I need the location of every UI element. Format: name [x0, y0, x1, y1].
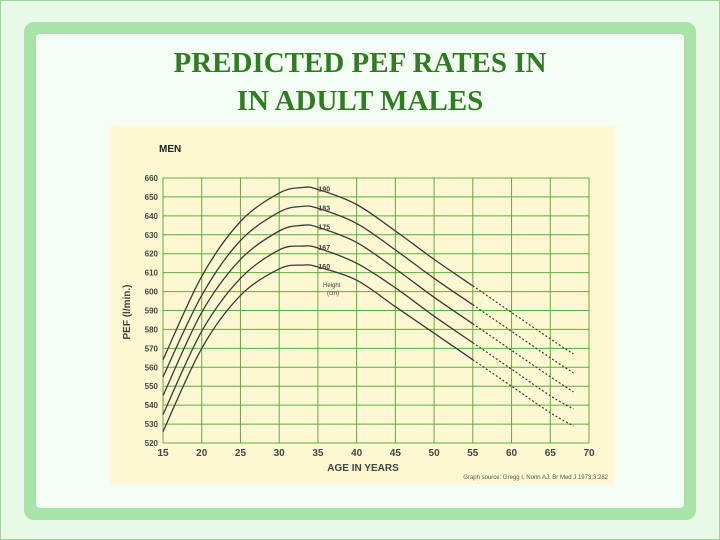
- y-tick-label: 600: [145, 288, 159, 297]
- x-tick-label: 40: [351, 448, 363, 459]
- slide-title-line-1: PREDICTED PEF RATES IN: [173, 47, 547, 79]
- curve-190-extrapolated: [472, 285, 574, 355]
- x-tick-label: 25: [235, 448, 247, 459]
- chart-title: MEN: [159, 144, 181, 155]
- y-tick-label: 520: [145, 439, 159, 448]
- slide-title-line-2: IN ADULT MALES: [236, 85, 484, 117]
- curve-190: [162, 186, 474, 360]
- y-tick-label: 570: [145, 344, 159, 353]
- y-tick-label: 660: [145, 174, 159, 183]
- series-label-160: 160: [318, 264, 330, 271]
- y-tick-label: 550: [145, 382, 159, 391]
- x-tick-label: 45: [390, 448, 402, 459]
- series-label-183: 183: [318, 205, 330, 212]
- slide-title: PREDICTED PEF RATES IN IN ADULT MALES: [60, 44, 660, 120]
- y-tick-label: 620: [145, 250, 159, 259]
- y-axis-label: PEF (l/min.): [122, 285, 133, 340]
- y-tick-label: 530: [145, 420, 159, 429]
- y-tick-label: 590: [145, 307, 159, 316]
- pef-chart: 190 183 175 167 160 15 20 25 30 35 40 45 50 55 60 65 70…: [110, 126, 614, 484]
- x-tick-label: 20: [196, 448, 208, 459]
- pef-chart-svg: 190 183 175 167 160 15 20 25 30 35 40 45 50 55 60 65 70…: [122, 144, 609, 481]
- x-tick-label: 35: [312, 448, 324, 459]
- series-label-167: 167: [318, 245, 330, 252]
- y-tick-label: 560: [145, 363, 159, 372]
- x-tick-label: 55: [467, 448, 479, 459]
- curve-183: [162, 205, 474, 378]
- curve-175-extrapolated: [472, 323, 574, 393]
- y-tick-label: 650: [145, 193, 159, 202]
- x-tick-label: 15: [157, 448, 169, 459]
- curve-183-extrapolated: [472, 304, 574, 374]
- x-tick-label: 70: [583, 448, 595, 459]
- curve-175: [162, 224, 474, 396]
- y-tick-label: 580: [145, 325, 159, 334]
- x-tick-label: 65: [545, 448, 557, 459]
- y-tick-label: 630: [145, 231, 159, 240]
- curve-160-extrapolated: [472, 359, 574, 427]
- y-tick-label: 540: [145, 401, 159, 410]
- chart-curves: 190 183 175 167 160: [162, 186, 574, 432]
- series-label-175: 175: [318, 224, 330, 231]
- x-tick-label: 60: [506, 448, 518, 459]
- chart-source: Graph source: Gregg I, Nunn AJ. Br Med J…: [463, 475, 608, 481]
- legend-title: Height: [323, 283, 341, 289]
- y-tick-label: 640: [145, 212, 159, 221]
- legend-unit: (cm): [327, 291, 339, 297]
- series-label-190: 190: [318, 186, 330, 193]
- curve-167-extrapolated: [472, 342, 574, 410]
- x-tick-label: 50: [429, 448, 441, 459]
- y-tick-label: 610: [145, 269, 159, 278]
- x-axis-label: AGE IN YEARS: [327, 463, 399, 474]
- chart-axes: 15 20 25 30 35 40 45 50 55 60 65 70 520 530 540 550 560 5…: [145, 174, 595, 459]
- x-tick-label: 30: [274, 448, 286, 459]
- curve-167: [162, 245, 474, 415]
- curve-160: [162, 264, 474, 432]
